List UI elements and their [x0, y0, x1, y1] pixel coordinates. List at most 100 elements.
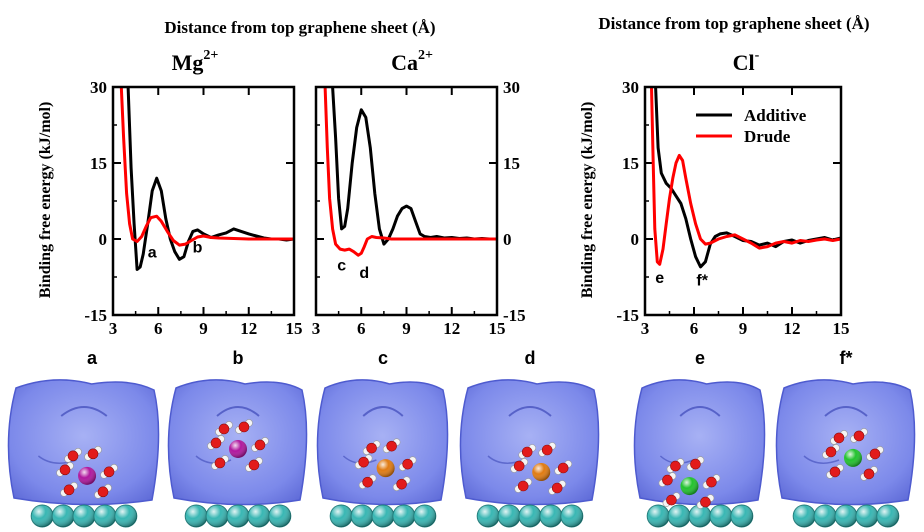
solvent-surface — [633, 379, 766, 506]
x-tick-label: 6 — [154, 319, 163, 338]
ion-atom-shade — [532, 463, 551, 481]
y-tick-label: 15 — [622, 154, 639, 173]
graphene-atom-shade — [855, 505, 878, 527]
series-line-additive — [331, 87, 497, 246]
ion-atom-shade — [229, 439, 247, 458]
ion-atom-shade — [78, 466, 97, 485]
graphene-atom-shade — [93, 505, 116, 527]
y-tick-label: 0 — [631, 230, 640, 249]
oxygen-atom — [670, 460, 681, 472]
oxygen-atom — [541, 444, 553, 456]
ion-atom-shade — [844, 448, 862, 467]
y-tick-label: 30 — [90, 78, 107, 97]
oxygen-atom — [833, 432, 845, 444]
x-tick-label: 12 — [240, 319, 257, 338]
x-tick-label: 15 — [286, 319, 303, 338]
oxygen-atom — [517, 480, 529, 492]
chart-panel-mg: Mg2+ 3 6 9 12 15 -15 0 15 30 a b — [84, 48, 302, 338]
graphene-atom-shade — [793, 505, 816, 527]
graphene-atom-shade — [647, 505, 670, 527]
surface-fold — [824, 406, 868, 417]
graphene-atom-shade — [560, 505, 583, 527]
oxygen-atom — [825, 446, 837, 458]
graphene-atom-shade — [539, 505, 562, 527]
oxygen-atom — [358, 456, 369, 468]
oxygen-atom — [218, 423, 230, 435]
panel-title: Ca2+ — [391, 48, 433, 75]
snapshot-label-b: b — [233, 348, 244, 368]
surface-fold — [216, 406, 260, 417]
surface-fold — [362, 406, 404, 417]
oxygen-atom — [386, 440, 397, 452]
x-tick-label: 6 — [357, 319, 366, 338]
ion-charge: - — [755, 48, 760, 63]
y-tick-label: -15 — [84, 306, 107, 325]
chart-panel-cl: Cl- 3 6 9 12 15 -15 0 15 30 e f* — [616, 48, 849, 338]
graphene-atom-shade — [372, 505, 394, 527]
x-tick-label: 12 — [784, 319, 801, 338]
graphene-atom-shade — [206, 505, 229, 527]
oxygen-atom — [869, 448, 881, 460]
ion-symbol: Cl — [733, 50, 755, 75]
snapshot-b — [167, 379, 308, 528]
solvent-surface — [459, 379, 600, 506]
x-tick-label: 9 — [402, 319, 411, 338]
oxygen-atom — [248, 459, 260, 471]
graphene-atom-shade — [709, 505, 732, 527]
oxygen-atom — [700, 496, 711, 508]
graphene-atom-shade — [31, 505, 54, 527]
oxygen-atom — [829, 466, 841, 478]
graphene-atom-shade — [668, 505, 691, 527]
graphene-atom-shade — [52, 505, 75, 527]
panel-title: Cl- — [733, 48, 760, 75]
graphene-atom-shade — [689, 505, 711, 527]
oxygen-atom — [863, 468, 875, 480]
y-tick-label: -15 — [503, 306, 526, 325]
plot-frame — [314, 85, 499, 317]
snapshot-label-e: e — [695, 348, 705, 368]
right-axis-title: Distance from top graphene sheet (Å) — [598, 14, 869, 33]
legend-label-drude: Drude — [744, 127, 791, 146]
oxygen-atom — [666, 494, 677, 506]
graphene-atom-shade — [247, 505, 270, 527]
legend: Additive Drude — [696, 106, 807, 146]
series-line-drude — [650, 87, 841, 266]
solvent-surface — [7, 379, 160, 506]
plot-frame — [643, 85, 843, 317]
graphene-atom-shade — [227, 505, 249, 527]
plot-frame — [111, 85, 296, 317]
oxygen-atom — [396, 478, 407, 490]
snapshot-label-a: a — [87, 348, 98, 368]
graphene-atom-shade — [73, 505, 95, 527]
oxygen-atom — [210, 437, 222, 449]
snapshot-label-d: d — [525, 348, 536, 368]
right-y-axis-label: Binding free energy (kJ/mol) — [579, 102, 596, 299]
y-tick-label: 30 — [622, 78, 639, 97]
oxygen-atom — [551, 482, 563, 494]
graphene-atom-shade — [330, 505, 353, 527]
point-annotation: b — [193, 240, 203, 257]
graphene-atom-shade — [413, 505, 436, 527]
graphene-atom-shade — [351, 505, 374, 527]
y-tick-label: 15 — [90, 154, 107, 173]
snapshot-c — [316, 379, 449, 528]
surface-fold — [60, 406, 108, 417]
x-tick-label: 3 — [312, 319, 321, 338]
surface-fold — [803, 455, 840, 464]
ion-symbol: Ca — [391, 50, 418, 75]
snapshot-d — [459, 379, 600, 528]
surface-fold — [679, 406, 721, 417]
left-y-axis-label: Binding free energy (kJ/mol) — [37, 102, 54, 299]
x-tick-label: 15 — [489, 319, 506, 338]
oxygen-atom — [238, 421, 250, 433]
snapshot-label-c: c — [378, 348, 388, 368]
graphene-atom-shade — [835, 505, 857, 527]
x-tick-label: 3 — [109, 319, 118, 338]
oxygen-atom — [67, 450, 79, 462]
point-annotation: d — [359, 265, 369, 282]
oxygen-atom — [513, 460, 525, 472]
series-line-additive — [654, 87, 841, 269]
oxygen-atom — [87, 448, 99, 460]
oxygen-atom — [706, 476, 717, 488]
oxygen-atom — [402, 458, 413, 470]
